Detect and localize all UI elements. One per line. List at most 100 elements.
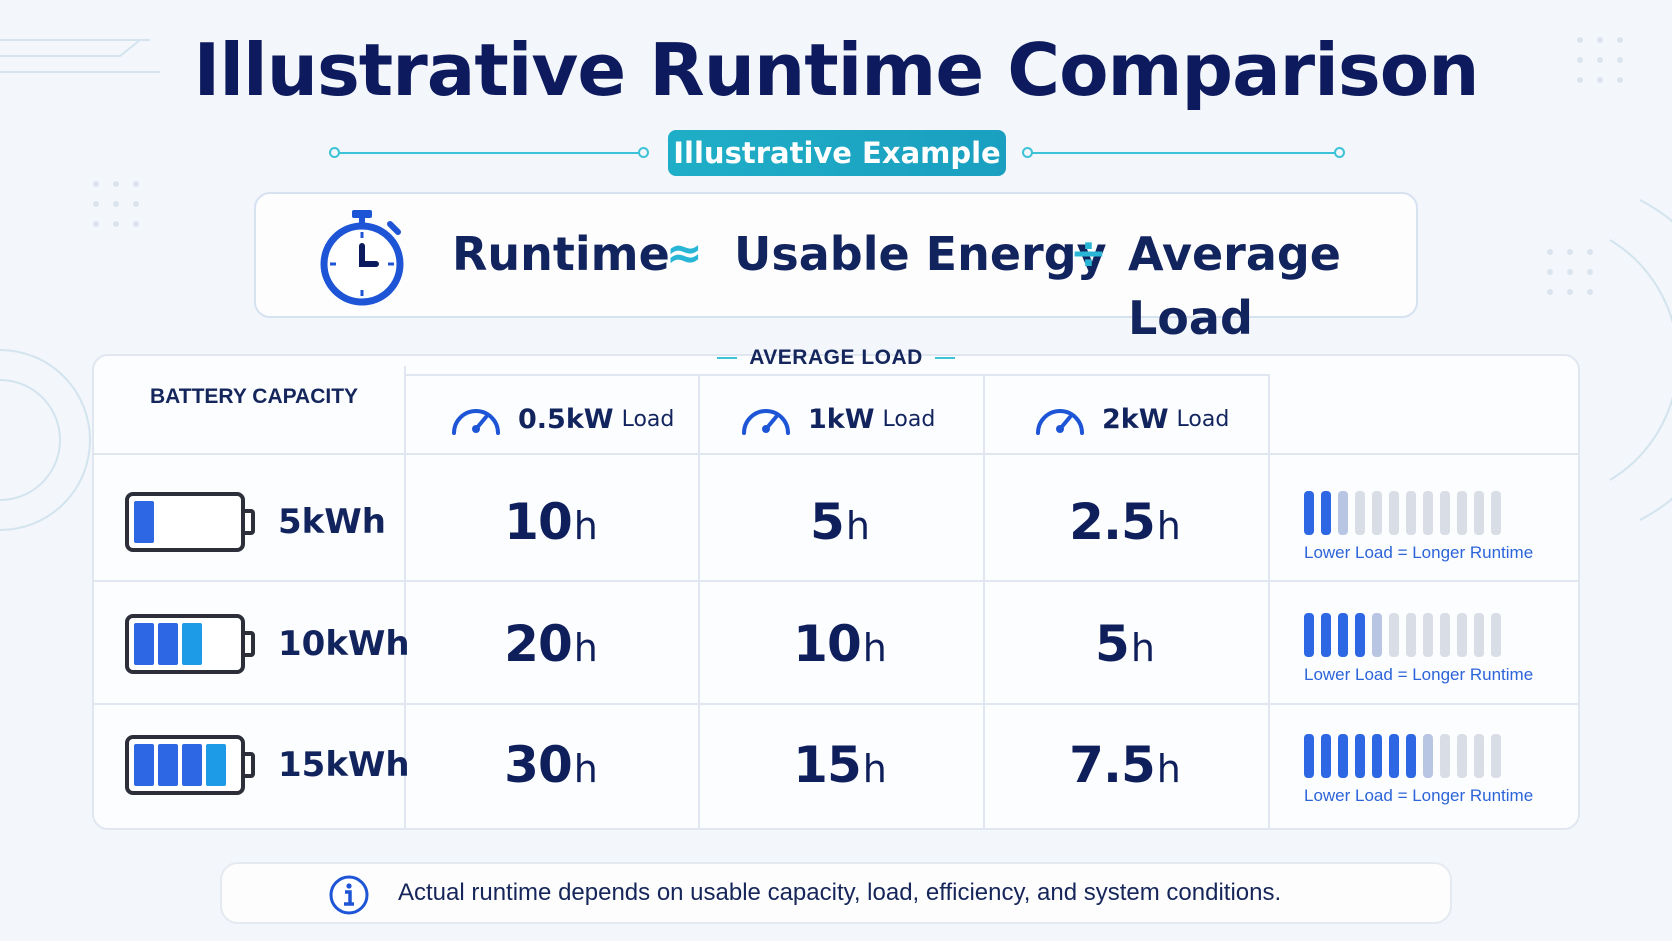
- info-icon: [329, 875, 369, 915]
- meter-bar: [1423, 491, 1433, 535]
- divider-dot: [638, 147, 649, 158]
- subtitle-row: Illustrative Example: [0, 128, 1672, 178]
- formula-usable-energy: Usable Energy: [734, 227, 1107, 281]
- meter-bar: [1406, 734, 1416, 778]
- meter-bar: [1457, 491, 1467, 535]
- meter-bar: [1372, 734, 1382, 778]
- label-dash: [934, 357, 955, 360]
- divider-dot: [1334, 147, 1345, 158]
- info-note: Actual runtime depends on usable capacit…: [220, 862, 1452, 924]
- meter-bar: [1304, 613, 1314, 657]
- grid-line: [1268, 374, 1270, 828]
- formula-average-load: Average Load: [1128, 227, 1341, 345]
- meter-caption: Lower Load = Longer Runtime: [1304, 665, 1534, 684]
- battery-capacity-header: BATTERY CAPACITY: [150, 385, 359, 408]
- capacity-value: 5kWh: [278, 502, 386, 542]
- gauge-icon: [1036, 409, 1084, 435]
- meter-bar: [1474, 613, 1484, 657]
- load-header-0: 0.5kW Load: [450, 396, 674, 442]
- battery-segment: [134, 623, 154, 665]
- battery-segment: [182, 623, 202, 665]
- grid-line: [404, 366, 406, 828]
- meter-bar: [1355, 491, 1365, 535]
- runtime-cell: 20h: [421, 609, 681, 679]
- meter-bar: [1321, 734, 1331, 778]
- capacity-value: 15kWh: [278, 745, 410, 785]
- runtime-cell: 7.5h: [995, 730, 1255, 800]
- meter-bar: [1389, 734, 1399, 778]
- meter-bar: [1406, 613, 1416, 657]
- meter-bar: [1389, 613, 1399, 657]
- capacity-value: 10kWh: [278, 624, 410, 664]
- runtime-value: 7.5: [1069, 736, 1156, 794]
- meter-bar: [1423, 734, 1433, 778]
- runtime-unit: h: [1156, 747, 1181, 791]
- runtime-meter: Lower Load = Longer Runtime: [1304, 734, 1533, 806]
- runtime-cell: 10h: [421, 487, 681, 557]
- meter-bar: [1491, 613, 1501, 657]
- battery-icon: [125, 735, 255, 795]
- runtime-value: 10: [504, 493, 573, 551]
- meter-bar: [1355, 734, 1365, 778]
- battery-icon: [125, 492, 255, 552]
- runtime-value: 5: [1095, 615, 1130, 673]
- meter-bar: [1406, 491, 1416, 535]
- grid-line: [94, 453, 1578, 455]
- meter-bar: [1457, 734, 1467, 778]
- runtime-table: [92, 354, 1580, 830]
- approx-symbol: ≈: [666, 228, 703, 279]
- divider-left: [336, 152, 642, 154]
- meter-bar: [1321, 491, 1331, 535]
- runtime-cell: 5h: [710, 487, 970, 557]
- meter-bar: [1338, 613, 1348, 657]
- meter-bar: [1338, 734, 1348, 778]
- runtime-unit: h: [1130, 626, 1155, 670]
- runtime-cell: 30h: [421, 730, 681, 800]
- runtime-value: 30: [504, 736, 573, 794]
- runtime-cell: 10h: [710, 609, 970, 679]
- meter-caption: Lower Load = Longer Runtime: [1304, 543, 1534, 562]
- note-text: Actual runtime depends on usable capacit…: [398, 879, 1282, 906]
- meter-bar: [1338, 491, 1348, 535]
- page-title: Illustrative Runtime Comparison: [193, 28, 1480, 112]
- meter-bar: [1440, 491, 1450, 535]
- grid-line: [698, 374, 700, 828]
- battery-segment: [134, 744, 154, 786]
- average-load-label: AVERAGE LOAD: [0, 346, 1672, 370]
- load-header-2: 2kW Load: [1034, 396, 1229, 442]
- meter-bar: [1304, 734, 1314, 778]
- meter-bar: [1321, 613, 1331, 657]
- runtime-value: 2.5: [1069, 493, 1156, 551]
- meter-bar: [1423, 613, 1433, 657]
- divider-right: [1030, 152, 1342, 154]
- meter-bar: [1372, 491, 1382, 535]
- average-load-text: AVERAGE LOAD: [749, 346, 923, 369]
- meter-bar: [1474, 734, 1484, 778]
- load-label: Load: [1176, 406, 1230, 432]
- formula-runtime: Runtime: [452, 227, 670, 281]
- gauge-icon: [742, 409, 790, 435]
- runtime-cell: 5h: [995, 609, 1255, 679]
- battery-segment: [134, 501, 154, 543]
- load-value: 2kW: [1102, 403, 1169, 435]
- meter-bar: [1457, 613, 1467, 657]
- illustrative-badge: Illustrative Example: [668, 130, 1006, 176]
- meter-bar: [1372, 613, 1382, 657]
- meter-bar: [1440, 734, 1450, 778]
- formula-box: Runtime ≈ Usable Energy ÷ Average Load: [254, 192, 1418, 345]
- load-value: 1kW: [808, 403, 875, 435]
- stopwatch-icon: [320, 210, 404, 306]
- capacity-cell: 10kWh: [124, 609, 410, 679]
- runtime-value: 10: [793, 615, 862, 673]
- divide-symbol: ÷: [1070, 228, 1107, 279]
- load-label: Load: [882, 406, 936, 432]
- runtime-value: 5: [810, 493, 845, 551]
- divider-dot: [329, 147, 340, 158]
- battery-segment: [206, 744, 226, 786]
- meter-bar: [1474, 491, 1484, 535]
- meter-bar: [1355, 613, 1365, 657]
- divider-dot: [1022, 147, 1033, 158]
- gauge-icon: [452, 409, 500, 435]
- runtime-meter: Lower Load = Longer Runtime: [1304, 613, 1533, 685]
- grid-line: [983, 374, 985, 828]
